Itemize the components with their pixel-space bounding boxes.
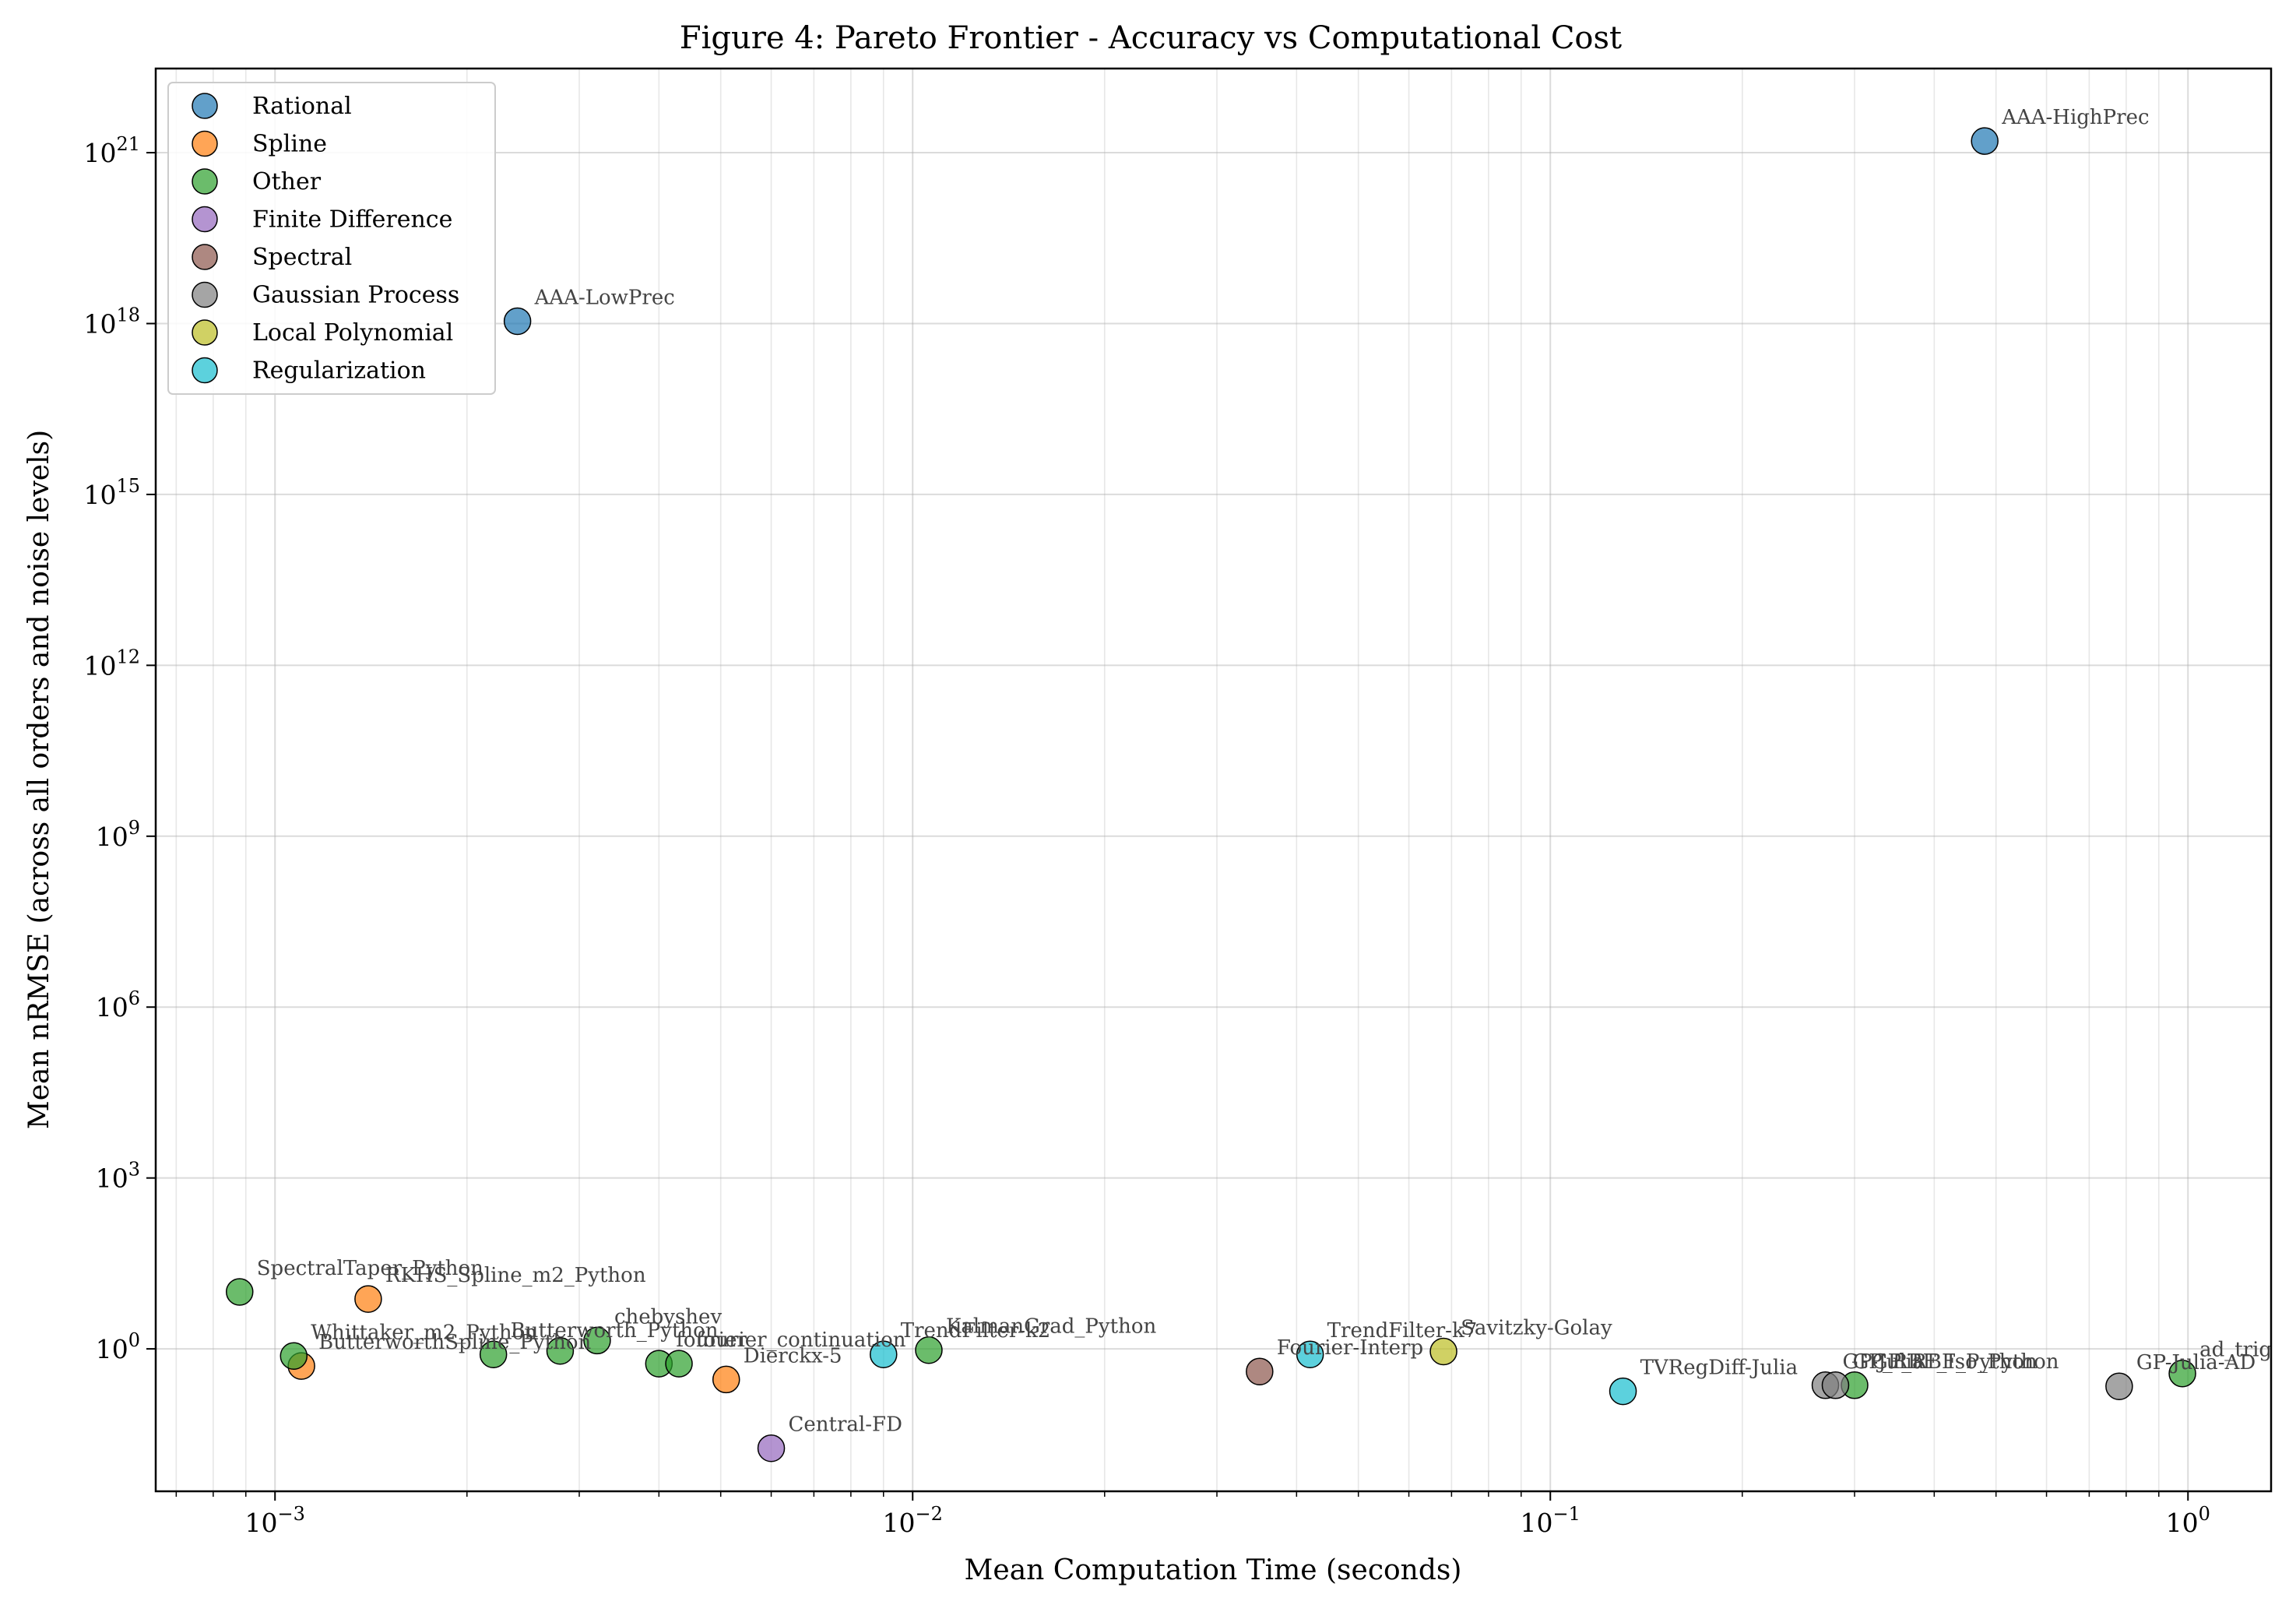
- plot-frame: [154, 67, 2273, 1493]
- data-point: [1821, 1371, 1850, 1399]
- axis-ticks: 100 103 106 109 1012 1015 1018 1021 10−3 10−2 10−1…: [83, 133, 2210, 1538]
- legend: Rational Spline Other Finite Difference Spec…: [167, 82, 496, 395]
- data-point: [280, 1342, 308, 1371]
- point-label: SpectralTaper_Python: [257, 1257, 483, 1280]
- point-label: Central-FD: [789, 1413, 902, 1437]
- point-label: RKHS_Spline_m2_Python: [385, 1264, 646, 1287]
- point-label: Savitzky-Golay: [1461, 1316, 1612, 1339]
- point-label: ad_trig: [2199, 1339, 2272, 1362]
- data-point: [665, 1350, 693, 1378]
- point-label: fourier: [676, 1329, 747, 1352]
- point-label: TVRegDiff-Julia: [1640, 1357, 1798, 1380]
- data-point: [226, 1278, 254, 1306]
- point-labels: AAA-LowPrec AAA-HighPrec RKHS_Spline_m2_Py…: [257, 106, 2272, 1437]
- legend-label: Other: [252, 168, 322, 195]
- data-points: [226, 127, 2196, 1462]
- point-label: Dierckx-5: [744, 1344, 842, 1367]
- x-tick-label: 10−2: [883, 1503, 943, 1538]
- y-tick-label: 1015: [83, 475, 140, 510]
- legend-marker: [192, 244, 218, 270]
- y-tick-label: 1021: [83, 133, 140, 168]
- point-label: GP_RBF_Iso_Python: [1852, 1350, 2059, 1374]
- point-label: ButterworthSpline_Python: [318, 1331, 591, 1354]
- y-axis-label: Mean nRMSE (across all orders and noise …: [23, 430, 55, 1129]
- legend-marker: [192, 357, 218, 384]
- point-label: TrendFilter-k2: [901, 1319, 1051, 1343]
- y-tick-label: 109: [96, 817, 140, 852]
- point-label: fourier_continuation: [696, 1329, 906, 1352]
- y-tick-label: 106: [96, 987, 140, 1022]
- legend-marker: [192, 281, 218, 308]
- legend-label: Gaussian Process: [252, 282, 459, 309]
- legend-label: Regularization: [252, 357, 426, 385]
- legend-label: Spline: [252, 131, 327, 158]
- data-point: [1296, 1340, 1324, 1368]
- x-axis-label: Mean Computation Time (seconds): [965, 1554, 1462, 1586]
- point-label: GP-Julia: [1843, 1350, 1925, 1374]
- point-label: chebyshev: [614, 1305, 723, 1329]
- point-label: AAA-HighPrec: [2001, 106, 2149, 129]
- legend-label: Finite Difference: [252, 206, 452, 234]
- data-point: [1971, 127, 1999, 155]
- data-point: [503, 307, 532, 336]
- point-label: Butterworth_Python: [511, 1319, 719, 1343]
- legend-label: Local Polynomial: [252, 319, 453, 347]
- x-tick-label: 100: [2166, 1503, 2210, 1538]
- y-tick-label: 103: [96, 1159, 140, 1194]
- legend-marker: [192, 319, 218, 346]
- data-point: [354, 1285, 382, 1313]
- point-label: Fourier-Interp: [1277, 1336, 1423, 1360]
- point-label: GP-Julia-AD: [2136, 1351, 2256, 1374]
- legend-marker: [192, 206, 218, 233]
- data-point: [1429, 1337, 1457, 1366]
- y-tick-label: 1018: [83, 304, 140, 339]
- data-point: [870, 1340, 898, 1368]
- legend-marker: [192, 130, 218, 157]
- x-tick-label: 10−1: [1521, 1503, 1580, 1538]
- chart-title: Figure 4: Pareto Frontier - Accuracy vs …: [680, 20, 1622, 56]
- legend-marker: [192, 93, 218, 119]
- data-point: [915, 1336, 943, 1364]
- data-point: [1609, 1377, 1637, 1406]
- x-tick-label: 10−3: [245, 1503, 305, 1538]
- y-tick-label: 1012: [83, 646, 140, 681]
- data-point: [546, 1337, 575, 1365]
- data-point: [479, 1340, 508, 1368]
- data-point: [757, 1434, 786, 1462]
- data-point: [2105, 1372, 2133, 1400]
- legend-label: Rational: [252, 93, 352, 120]
- y-tick-label: 100: [96, 1329, 140, 1364]
- data-point: [1246, 1357, 1274, 1385]
- point-label: TrendFilter-k7: [1327, 1319, 1478, 1343]
- data-point: [712, 1365, 740, 1394]
- point-label: Whittaker_m2_Python: [311, 1321, 537, 1344]
- legend-box: [167, 82, 496, 395]
- legend-label: Spectral: [252, 244, 352, 271]
- data-point: [2168, 1359, 2196, 1388]
- point-label: GP_RBF_Python: [1872, 1350, 2038, 1374]
- data-point: [583, 1326, 611, 1355]
- point-label: AAA-LowPrec: [534, 286, 675, 309]
- legend-marker: [192, 168, 218, 195]
- point-label: KalmanGrad_Python: [946, 1315, 1157, 1339]
